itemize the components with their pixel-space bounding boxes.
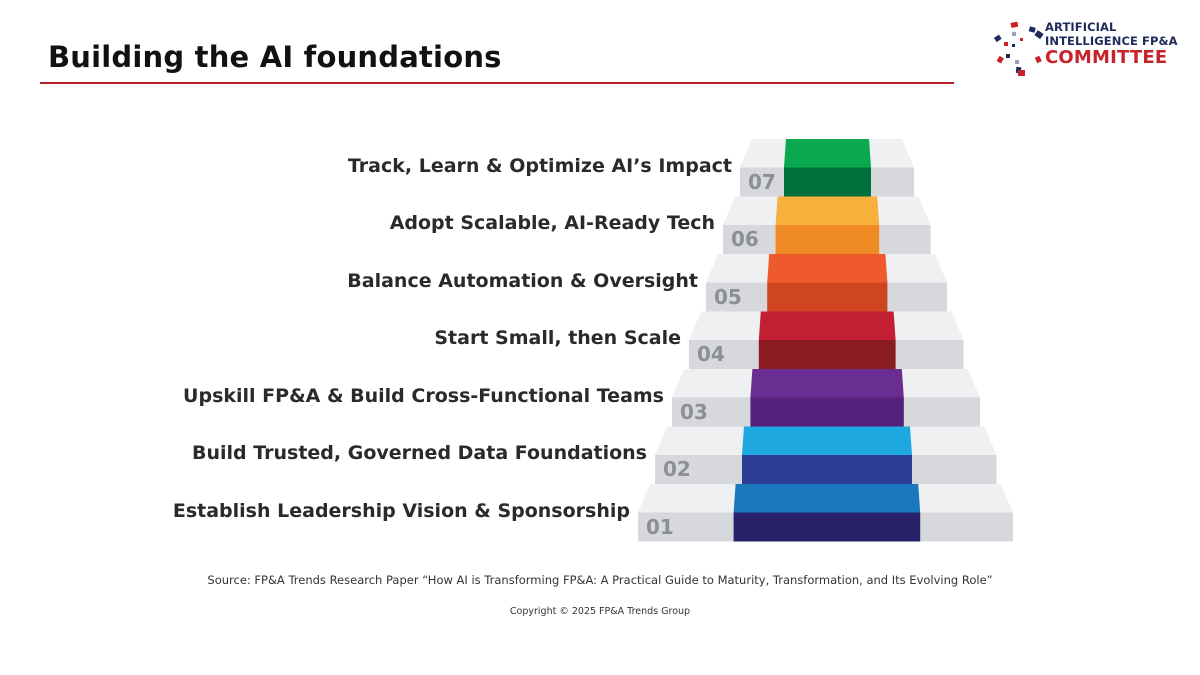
step-02-color-front <box>742 455 912 484</box>
copyright-notice: Copyright © 2025 FP&A Trends Group <box>509 606 691 617</box>
step-02-label: Build Trusted, Governed Data Foundations <box>192 442 647 464</box>
title-divider <box>40 82 954 84</box>
page-title: Building the AI foundations <box>48 40 502 74</box>
step-04-number: 04 <box>697 342 725 366</box>
step-05-label: Balance Automation & Oversight <box>347 269 698 292</box>
step-07-label: Track, Learn & Optimize AI’s Impact <box>347 154 732 177</box>
step-06-label: Adopt Scalable, AI-Ready Tech <box>389 212 715 234</box>
step-07-number: 07 <box>748 169 776 194</box>
step-06-color-front <box>775 225 880 254</box>
step-01-color-top <box>733 484 921 513</box>
source-citation: Source: FP&A Trends Research Paper “How … <box>207 573 993 587</box>
step-07-color-front <box>784 167 871 197</box>
step-03-number: 03 <box>680 399 708 424</box>
step-07-color-top <box>784 139 871 168</box>
step-01-color-front <box>733 512 921 542</box>
step-06-number: 06 <box>731 227 759 251</box>
logo-text-intelligence: INTELLIGENCE FP&A <box>1045 33 1178 48</box>
step-02-number: 02 <box>663 457 691 481</box>
step-05-number: 05 <box>714 284 742 309</box>
logo-text-committee: COMMITTEE <box>1045 47 1168 68</box>
step-04-color-front <box>758 340 896 369</box>
logo-mark-icon <box>993 21 1044 76</box>
step-02-color-top <box>742 426 912 455</box>
step-05-color-front <box>767 282 888 312</box>
step-01-label: Establish Leadership Vision & Sponsorshi… <box>172 499 630 522</box>
step-04-color-top <box>758 311 896 340</box>
committee-logo: ARTIFICIAL INTELLIGENCE FP&A COMMITTEE <box>990 18 1190 82</box>
logo-text-artificial: ARTIFICIAL <box>1045 20 1117 34</box>
step-04-label: Start Small, then Scale <box>434 327 681 349</box>
step-05-color-top <box>767 254 888 283</box>
step-06-color-top <box>775 196 880 225</box>
step-03-label: Upskill FP&A & Build Cross-Functional Te… <box>183 384 664 407</box>
step-03-color-top <box>750 369 904 398</box>
step-01-number: 01 <box>646 514 674 539</box>
step-03-color-front <box>750 397 904 427</box>
